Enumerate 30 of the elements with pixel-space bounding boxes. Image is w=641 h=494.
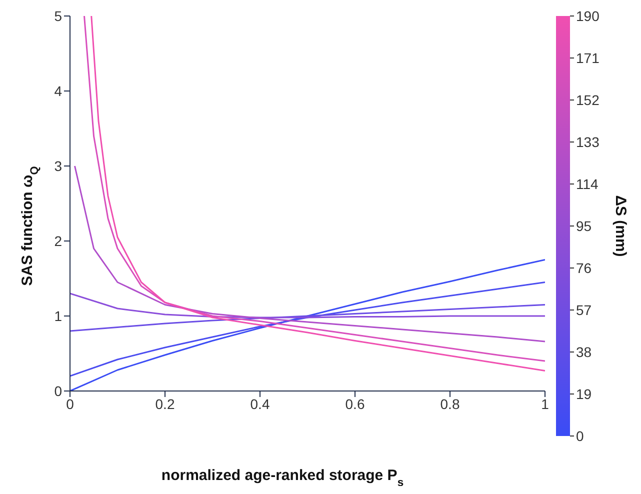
line-series [70, 292, 545, 318]
color-bar-label: 133 [576, 134, 600, 150]
x-tick-label: 0.4 [250, 396, 270, 412]
y-tick-label: 1 [54, 308, 62, 324]
y-tick-label: 2 [54, 232, 62, 249]
color-bar-label: 0 [576, 428, 584, 444]
color-bar-label: 38 [576, 344, 592, 360]
x-tick-label: 0 [66, 396, 74, 412]
color-bar-label: 57 [576, 302, 592, 318]
color-bar-label: 152 [576, 92, 600, 108]
color-bar-label: 171 [576, 50, 600, 66]
color-bar-title: ΔS (mm) [612, 195, 629, 257]
x-axis-title: normalized age-ranked storage P$_{s}$ [161, 467, 404, 489]
color-bar-label: 76 [576, 260, 592, 276]
y-tick-label: 0 [54, 382, 62, 399]
y-tick-label: 4 [54, 82, 62, 99]
color-bar-label: 19 [576, 386, 592, 402]
color-bar-label: 95 [576, 218, 592, 234]
line-series [70, 282, 545, 377]
y-tick-label: 5 [54, 8, 62, 24]
colorbar: 0 19 38 57 76 95 114 133 152 171 190 [556, 8, 600, 444]
x-tick-label: 1 [541, 396, 550, 412]
line-series [70, 304, 545, 332]
color-bar-label: 114 [576, 176, 599, 192]
x-tick-label: 0.8 [440, 396, 460, 412]
x-tick-label: 0.6 [345, 396, 365, 412]
color-bar-label: 190 [576, 8, 600, 24]
line-series [74, 165, 545, 342]
x-tick-label: 0.2 [155, 396, 175, 412]
y-tick-label: 3 [54, 158, 62, 174]
